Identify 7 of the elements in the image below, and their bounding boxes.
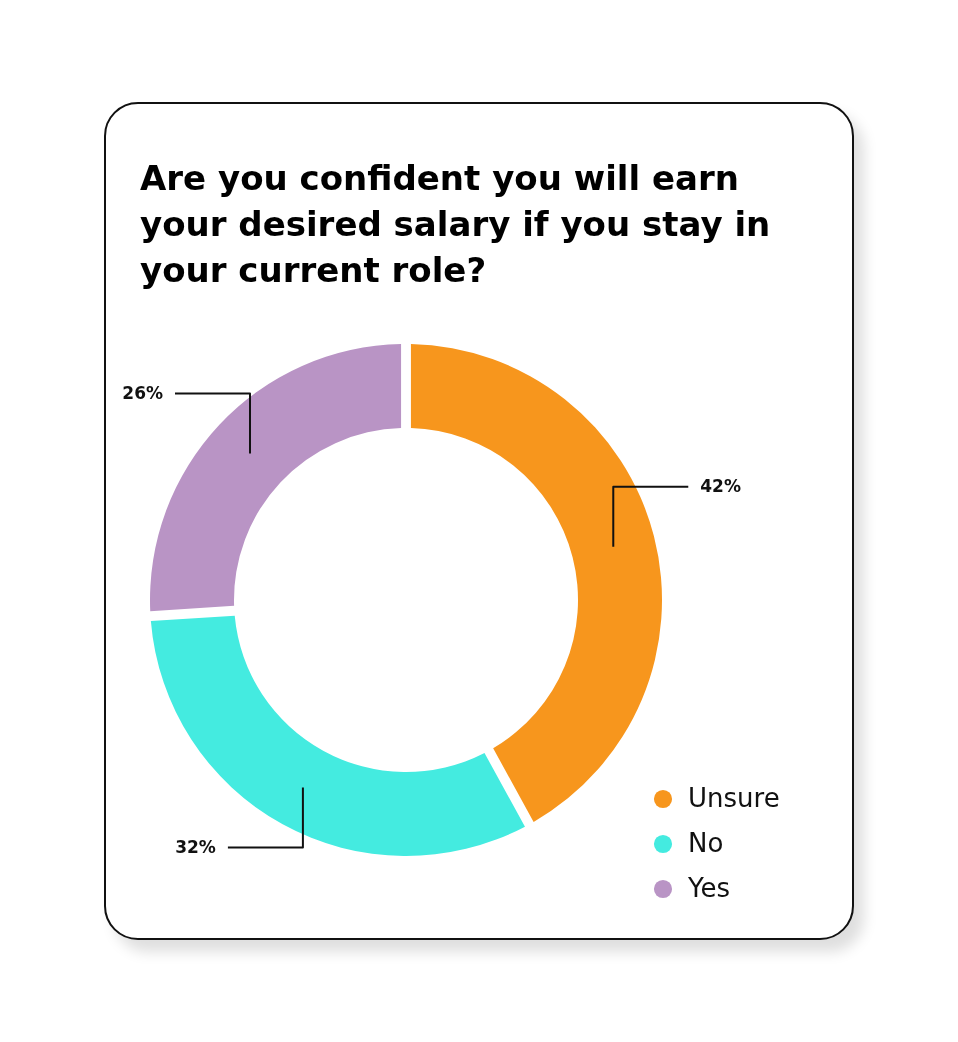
legend-label: No bbox=[688, 828, 724, 858]
data-label: 42% bbox=[700, 475, 741, 496]
data-label: 32% bbox=[175, 836, 216, 857]
chart-title: Are you confident you will earn your desired salary if you stay in your current role? bbox=[140, 157, 772, 292]
legend-label: Yes bbox=[687, 873, 730, 903]
data-label: 26% bbox=[122, 382, 163, 403]
legend-label: Unsure bbox=[688, 783, 780, 813]
